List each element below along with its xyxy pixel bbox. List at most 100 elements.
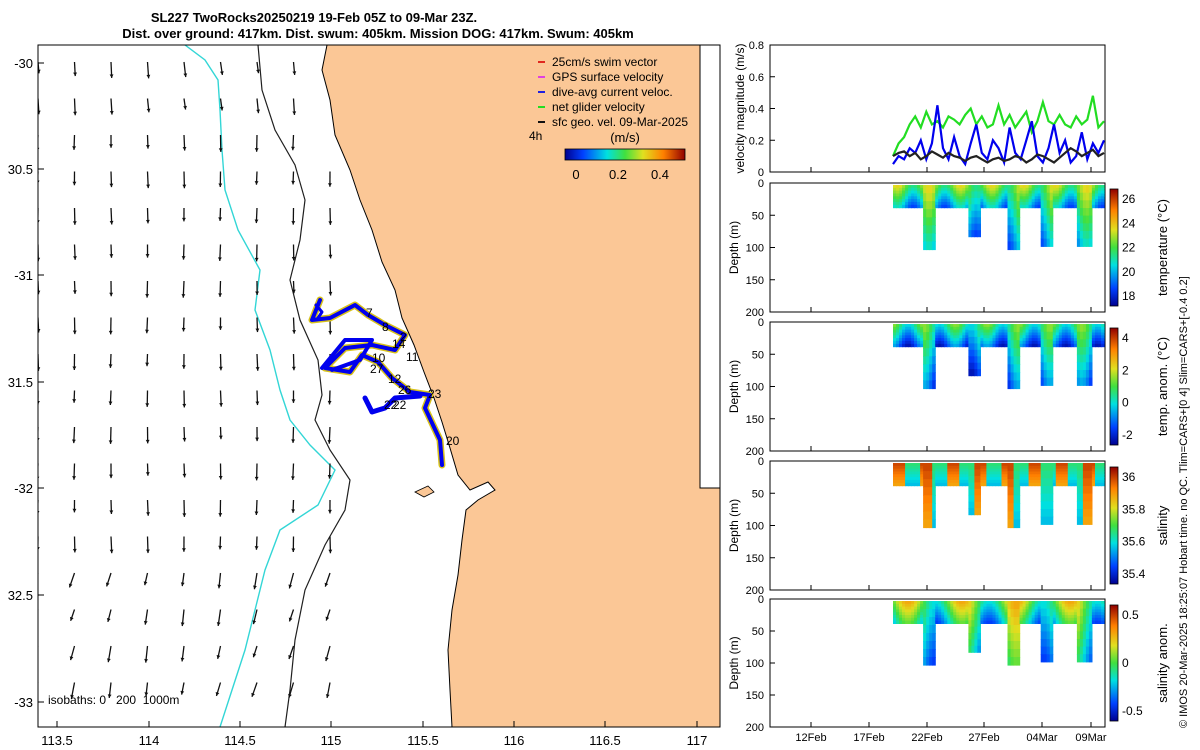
section-cell — [1010, 372, 1015, 382]
section-cell — [938, 338, 942, 342]
section-cell — [968, 217, 972, 225]
section-cell — [959, 196, 963, 200]
section-cell — [1007, 372, 1012, 382]
section-cell — [1049, 215, 1054, 224]
section-cell — [971, 324, 975, 331]
section-cell — [980, 324, 984, 328]
section-cell — [1049, 478, 1054, 487]
section-cell — [953, 609, 957, 613]
track-day-label: 2 — [400, 330, 407, 344]
section-cell — [1016, 324, 1021, 333]
section-cell — [932, 364, 936, 373]
section-cell — [1079, 616, 1084, 625]
section-cell — [1067, 340, 1072, 345]
section-cell — [971, 185, 975, 192]
section-cell — [908, 615, 912, 619]
section-cell — [1025, 601, 1030, 605]
section-cell — [1043, 185, 1048, 194]
section-cell — [989, 606, 994, 610]
section-cell — [923, 233, 927, 243]
section-cell — [1007, 625, 1012, 634]
section-cell — [1061, 468, 1066, 472]
section-cell — [950, 474, 954, 478]
section-cell — [1076, 215, 1081, 224]
section-cell — [989, 343, 994, 348]
section-cell — [1034, 190, 1039, 194]
section-cell — [1079, 339, 1084, 348]
map-y-tick-label: -32 — [14, 481, 33, 496]
section-cell — [1070, 340, 1075, 345]
section-cell — [953, 199, 957, 203]
section-cell — [944, 468, 948, 472]
panel-colorbar-tick: 35.4 — [1122, 567, 1146, 581]
section-cell — [956, 471, 960, 475]
section-cell — [1098, 468, 1102, 472]
speed-colorbar-tick: 0.2 — [609, 167, 627, 182]
section-cell — [1043, 639, 1048, 648]
section-cell — [893, 343, 897, 348]
section-cell — [932, 463, 936, 472]
section-cell — [1007, 225, 1012, 234]
section-cell — [1013, 463, 1018, 472]
section-cell — [1085, 192, 1090, 201]
section-cell — [1019, 601, 1024, 605]
section-cell — [1055, 329, 1060, 333]
section-cell — [968, 369, 972, 377]
section-cell — [1091, 326, 1096, 331]
section-cell — [983, 468, 987, 472]
section-cell — [989, 612, 994, 616]
section-cell — [944, 471, 948, 475]
section-cell — [1001, 201, 1006, 206]
section-cell — [1098, 340, 1102, 345]
panel-x-tick: 09Mar — [1075, 732, 1107, 744]
section-cell — [1022, 468, 1027, 472]
section-cell — [1085, 639, 1090, 648]
section-cell — [1076, 623, 1081, 632]
section-cell — [941, 477, 945, 481]
section-cell — [1091, 615, 1096, 619]
section-cell — [1085, 516, 1090, 525]
section-cell — [926, 348, 930, 357]
section-cell — [1079, 223, 1084, 232]
section-cell — [965, 471, 969, 475]
section-cell — [917, 482, 921, 487]
section-cell — [1067, 190, 1072, 194]
section-cell — [947, 187, 951, 192]
section-cell — [1098, 620, 1102, 624]
section-cell — [1064, 324, 1069, 328]
section-cell — [977, 204, 981, 212]
section-cell — [953, 474, 957, 478]
section-cell — [1067, 193, 1072, 197]
section-cell — [1001, 482, 1006, 487]
section-cell — [914, 335, 918, 339]
section-cell — [1037, 609, 1042, 613]
section-cell — [1055, 343, 1060, 348]
section-cell — [1004, 338, 1009, 342]
section-cell — [971, 645, 975, 653]
section-cell — [941, 603, 945, 608]
section-cell — [1085, 631, 1090, 640]
section-cell — [938, 187, 942, 192]
island — [414, 485, 435, 498]
section-cell — [935, 468, 939, 472]
section-cell — [1052, 468, 1057, 472]
section-cell — [902, 193, 906, 197]
section-cell — [1095, 471, 1099, 475]
section-cell — [962, 204, 966, 209]
section-cell — [932, 519, 936, 529]
section-cell — [1101, 612, 1105, 616]
section-cell — [980, 463, 984, 467]
section-cell — [977, 369, 981, 377]
section-cell — [1040, 631, 1045, 640]
section-cell — [902, 612, 906, 616]
section-cell — [992, 601, 997, 605]
section-cell — [962, 338, 966, 342]
section-cell — [938, 479, 942, 484]
panel-colorbar-tick: 4 — [1122, 331, 1129, 345]
section-cell — [926, 225, 930, 234]
panel-colorbar-tick: 20 — [1122, 265, 1136, 279]
section-cell — [959, 617, 963, 622]
section-cell — [977, 197, 981, 205]
section-cell — [896, 326, 900, 331]
section-cell — [1073, 332, 1078, 336]
